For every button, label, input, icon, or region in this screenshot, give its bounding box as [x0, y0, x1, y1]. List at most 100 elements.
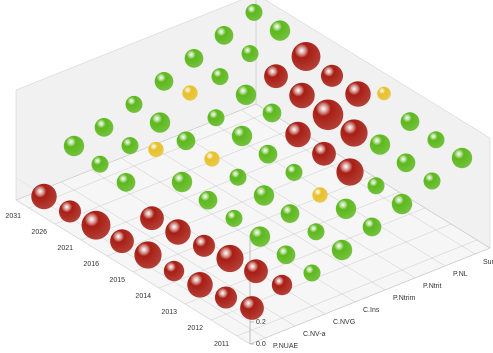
- bubble: [340, 119, 368, 147]
- bubble: [276, 245, 296, 265]
- bubble: [198, 190, 218, 210]
- bubble: [204, 151, 220, 167]
- bubble: [192, 234, 216, 257]
- x-tick-label: 2011: [214, 341, 229, 348]
- x-tick-label: 2026: [31, 229, 47, 236]
- bubble: [63, 135, 85, 157]
- bubble: [285, 121, 311, 148]
- bubble: [244, 259, 268, 284]
- z-tick-label: C.Ins: [363, 307, 380, 314]
- bubble: [451, 147, 473, 169]
- bubble: [400, 112, 420, 131]
- bubble: [269, 20, 291, 41]
- z-tick-label: P.NUAE: [273, 343, 298, 350]
- bubble: [335, 198, 357, 219]
- bubble: [271, 274, 293, 296]
- x-tick-label: 2014: [135, 293, 151, 300]
- bubble: [187, 272, 213, 298]
- bubble: [94, 118, 114, 137]
- bubble: [262, 103, 282, 123]
- bubble: [211, 68, 229, 86]
- grid-line: [15, 199, 251, 345]
- bubble: [320, 64, 344, 87]
- bubble: [176, 131, 196, 151]
- bubble: [312, 99, 344, 131]
- floor-grid-line: [150, 145, 386, 291]
- bubble: [289, 82, 315, 109]
- bubble: [291, 42, 321, 71]
- floor-grid-line: [28, 111, 270, 209]
- bubble: [345, 81, 371, 107]
- bubble: [303, 264, 321, 282]
- bubble: [377, 86, 391, 101]
- floor-grid-line: [158, 191, 400, 289]
- bubble: [214, 286, 238, 309]
- floor-grid-line: [210, 121, 446, 267]
- bubble: [148, 141, 164, 158]
- bubble: [241, 45, 259, 63]
- bubble: [307, 223, 325, 241]
- floor-grid-line: [80, 143, 322, 241]
- bubble: [31, 183, 57, 210]
- bubble: [110, 229, 134, 254]
- bubble: [312, 187, 328, 203]
- bubble: [154, 72, 174, 91]
- bubble: [391, 193, 413, 215]
- bubble: [396, 153, 416, 173]
- bubble: [362, 217, 382, 237]
- floor-grid-line: [106, 159, 348, 257]
- bubble: [423, 172, 441, 190]
- bubble: [149, 112, 171, 133]
- bubble: [140, 206, 164, 231]
- bubble: [427, 131, 445, 149]
- bubble: [231, 125, 253, 147]
- bubble: [331, 239, 353, 261]
- bubble: [229, 168, 247, 186]
- bubble: [264, 64, 288, 89]
- bubble: [369, 134, 391, 155]
- floor-grid-line: [132, 175, 374, 273]
- z-tick-label: P.Ntrim: [393, 295, 416, 302]
- y-tick-label: 0.0: [256, 341, 266, 348]
- bubble: [207, 109, 225, 127]
- bubble: [285, 163, 303, 181]
- bubble: [214, 26, 234, 45]
- z-tick-label: Summit: [483, 259, 493, 266]
- bubble: [134, 241, 162, 269]
- x-tick-label: 2031: [5, 213, 21, 220]
- bubble: [235, 84, 257, 106]
- x-tick-label: 2012: [187, 325, 203, 332]
- bubble: [367, 177, 385, 195]
- bubble: [125, 95, 143, 113]
- bubble: [225, 209, 243, 227]
- bubble: [121, 137, 139, 155]
- bubble: [216, 244, 244, 273]
- floor-grid-line: [180, 133, 416, 279]
- x-tick-label: 2016: [83, 261, 99, 268]
- bubble: [249, 226, 271, 247]
- bubble: [182, 85, 198, 101]
- y-tick-label: 0.2: [256, 319, 266, 326]
- bubble: [336, 158, 364, 186]
- x-tick-label: 2021: [57, 245, 73, 252]
- bubble: [312, 141, 336, 166]
- floor-grid-line: [236, 239, 478, 337]
- bubble: [280, 204, 300, 223]
- bubble: [184, 49, 204, 68]
- bubble: [165, 219, 191, 245]
- bubble: [116, 173, 136, 192]
- bubble: [258, 144, 278, 164]
- bubble: [240, 296, 264, 320]
- bubble: [245, 3, 263, 21]
- bubble: [163, 260, 185, 282]
- bubble: [253, 185, 275, 206]
- bubble: [171, 171, 193, 193]
- bubble: [58, 200, 82, 223]
- z-tick-label: P.Ntrit: [423, 283, 442, 290]
- bubble: [91, 155, 109, 173]
- z-tick-label: C.NVG: [333, 319, 355, 326]
- x-tick-label: 2013: [161, 309, 177, 316]
- x-tick-label: 2015: [109, 277, 125, 284]
- z-tick-label: C.NV-a: [303, 331, 326, 338]
